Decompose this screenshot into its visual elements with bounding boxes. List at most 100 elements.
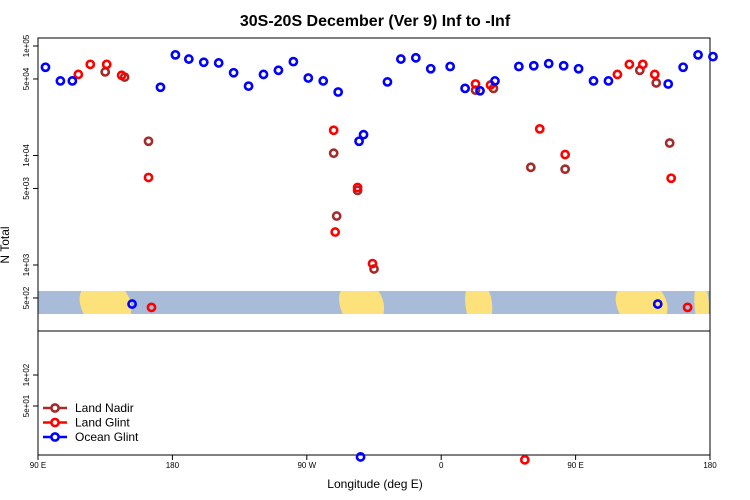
ocean-glint-point	[354, 136, 364, 147]
lower-plot-frame	[37, 330, 711, 456]
land-glint-point	[85, 59, 96, 70]
y-axis-label: N Total	[0, 226, 12, 263]
land-nadir-point	[369, 264, 379, 274]
ocean-glint-point	[513, 61, 524, 72]
land-mass	[694, 291, 709, 314]
land-glint-point	[367, 258, 378, 269]
ocean-glint-point	[333, 87, 344, 97]
land-mass	[465, 291, 493, 314]
ocean-glint-point	[528, 60, 539, 71]
y-tick-label: 1e+03	[22, 253, 31, 276]
ocean-glint-point	[55, 76, 66, 86]
legend-marker	[50, 417, 60, 428]
x-tick-label: 180	[703, 461, 717, 470]
y-tick-label: 5e+01	[22, 394, 31, 417]
ocean-glint-point	[460, 83, 470, 94]
land-glint-point	[612, 69, 623, 80]
upper-plot-frame	[37, 37, 711, 332]
ocean-glint-point	[445, 61, 456, 72]
land-nadir-point	[525, 162, 536, 173]
ocean-glint-point	[425, 63, 436, 74]
ocean-glint-point	[228, 67, 239, 78]
land-nadir-point	[143, 136, 154, 147]
y-tick-label: 5e+02	[22, 286, 31, 309]
ocean-glint-point	[40, 62, 51, 73]
y-axis-upper: 1e+05 5e+04 1e+04 5e+03 1e+03 5e+02	[22, 34, 39, 331]
ocean-glint-point	[693, 49, 703, 60]
land-glint-point	[101, 59, 112, 70]
legend-label: Ocean Glint	[75, 430, 139, 444]
land-nadir-point	[560, 164, 571, 175]
ocean-glint-point	[558, 60, 569, 71]
x-axis: 90 E 180 90 W 0 90 E 180	[30, 455, 717, 470]
ocean-glint-point	[358, 129, 369, 140]
land-glint-point	[330, 227, 341, 237]
x-tick-label: 90 E	[30, 461, 46, 470]
x-tick-label: 90 W	[297, 461, 316, 470]
land-nadir-point	[651, 78, 662, 88]
legend-label: Land Glint	[75, 416, 130, 430]
ocean-glint-point	[67, 76, 78, 86]
land-glint-point	[624, 59, 635, 70]
y-tick-label: 5e+03	[22, 177, 31, 200]
land-glint-point	[519, 454, 530, 465]
y-tick-label: 1e+02	[22, 363, 31, 386]
x-axis-label: Longitude (deg E)	[327, 477, 422, 491]
land-glint-point	[637, 59, 648, 70]
ocean-glint-point	[543, 58, 554, 69]
land-glint-point	[146, 302, 157, 313]
ocean-glint-point	[198, 57, 209, 68]
ocean-glint-point	[652, 299, 663, 309]
ocean-glint-point	[303, 73, 314, 83]
ocean-glint-point	[410, 52, 421, 63]
land-glint-point	[682, 302, 693, 313]
ocean-glint-point	[708, 51, 718, 62]
map-strip	[38, 291, 710, 314]
land-glint-point	[352, 182, 363, 193]
legend-item-ocean-glint: Ocean Glint	[43, 430, 139, 444]
land-nadir-point	[100, 67, 111, 77]
y-tick-label: 5e+04	[22, 67, 31, 90]
land-mass	[339, 291, 385, 314]
land-glint-point	[649, 69, 660, 80]
ocean-glint-point	[588, 76, 599, 86]
chart-title: 30S-20S December (Ver 9) Inf to -Inf	[240, 13, 511, 30]
ocean-glint-point	[663, 79, 674, 89]
ocean-glint-point	[573, 63, 584, 74]
ocean-glint-point	[170, 49, 181, 60]
ocean-glint-point	[288, 56, 299, 67]
land-glint-point	[470, 79, 481, 89]
legend-item-land-nadir: Land Nadir	[43, 401, 134, 415]
land-glint-point	[116, 70, 127, 81]
x-tick-label: 0	[439, 461, 444, 470]
y-tick-label: 1e+05	[22, 34, 31, 57]
legend-item-land-glint: Land Glint	[43, 416, 130, 430]
land-glint-point	[328, 125, 339, 136]
x-tick-label: 180	[166, 461, 180, 470]
ocean-glint-point	[183, 54, 194, 64]
ocean-glint-point	[395, 54, 406, 64]
land-nadir-point	[331, 211, 342, 221]
land-glint-point	[534, 123, 545, 134]
y-tick-label: 1e+04	[22, 144, 31, 167]
land-mass	[615, 291, 668, 314]
ocean-glint-point	[213, 58, 224, 68]
ocean-glint-point	[603, 76, 614, 86]
y-axis-lower: 1e+02 5e+01	[22, 363, 38, 417]
legend-marker	[50, 403, 60, 413]
land-glint-point	[666, 173, 677, 184]
ocean-glint-point	[318, 76, 329, 86]
land-glint-point	[143, 172, 154, 183]
ocean-glint-point	[355, 452, 366, 462]
ocean-glint-point	[678, 62, 689, 73]
ocean-glint-point	[243, 81, 254, 92]
ocean-glint-point	[382, 77, 393, 87]
ocean-glint-point	[490, 76, 500, 86]
land-glint-point	[73, 69, 84, 80]
land-glint-point	[560, 149, 571, 160]
land-nadir-point	[664, 138, 675, 148]
legend-label: Land Nadir	[75, 401, 134, 415]
ocean-glint-point	[155, 82, 166, 93]
